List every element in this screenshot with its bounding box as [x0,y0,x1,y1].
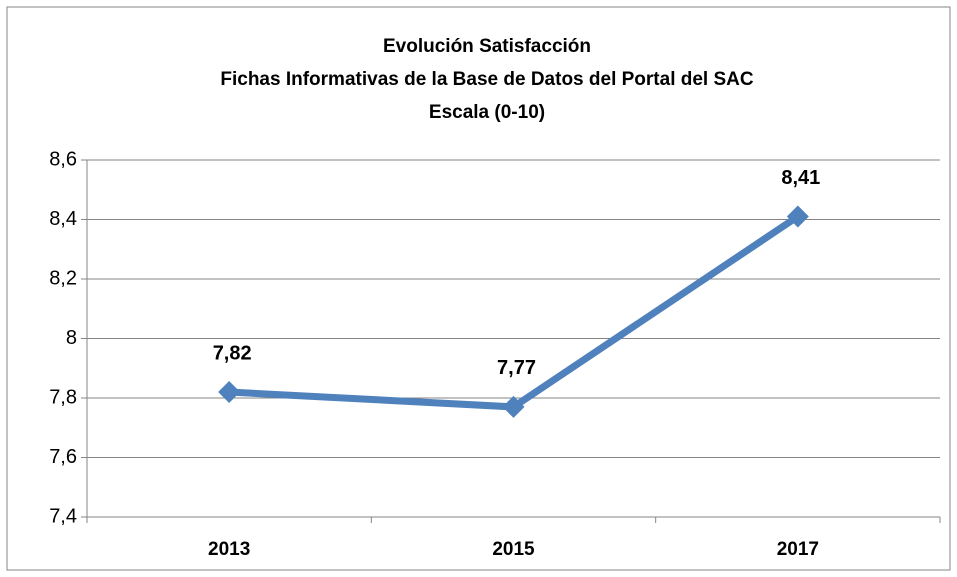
marker [218,381,241,404]
chart-border [6,6,951,571]
y-tick-label: 8 [66,327,77,349]
y-tick-label: 8,2 [49,267,77,289]
marker [502,395,525,418]
chart-title: Evolución Satisfacción [383,36,591,57]
y-tick-label: 7,8 [49,386,77,408]
marker [786,205,809,228]
data-label: 7,82 [213,342,252,364]
x-tick-label: 2015 [492,539,535,560]
data-label: 7,77 [497,357,536,379]
chart-title: Fichas Informativas de la Base de Datos … [220,69,754,90]
x-tick-label: 2017 [777,539,819,560]
y-tick-label: 8,6 [49,148,77,170]
y-tick-label: 7,6 [49,446,77,468]
data-label: 8,41 [781,167,820,189]
chart-title: Escala (0-10) [429,102,545,123]
y-tick-label: 7,4 [49,505,77,527]
y-tick-label: 8,4 [49,208,77,230]
x-tick-label: 2013 [208,539,250,560]
